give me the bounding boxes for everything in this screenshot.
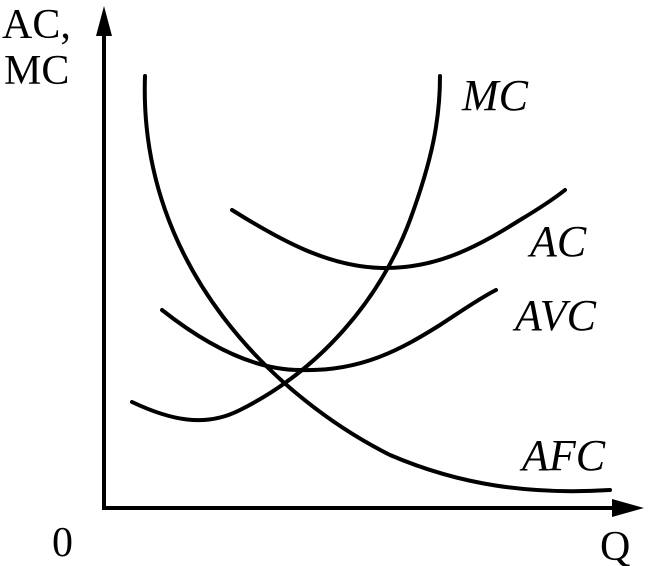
x-axis-label: Q — [600, 524, 630, 566]
ac-label: AC — [527, 217, 587, 266]
avc-label: AVC — [512, 291, 597, 340]
x-axis-arrow — [612, 499, 644, 517]
mc-label: MC — [461, 71, 529, 120]
afc-label: AFC — [519, 431, 606, 480]
origin-label: 0 — [52, 520, 73, 566]
ac-curve — [230, 188, 567, 270]
avc-curve — [160, 288, 498, 373]
y-axis-label-line2: MC — [4, 48, 69, 94]
y-axis-label-line1: AC, — [2, 2, 71, 48]
y-axis-arrow — [96, 6, 112, 36]
afc-curve — [142, 74, 612, 494]
mc-curve — [130, 74, 442, 423]
